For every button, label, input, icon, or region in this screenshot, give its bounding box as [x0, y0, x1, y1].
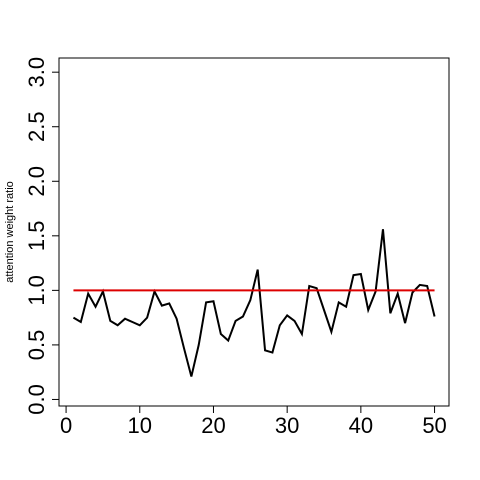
x-tick-label: 20	[201, 413, 225, 438]
y-tick-label: 1.0	[24, 275, 49, 306]
plot-box	[58, 57, 450, 407]
y-tick-label: 0.0	[24, 384, 49, 415]
y-tick-label: 2.0	[24, 166, 49, 197]
y-tick-label: 0.5	[24, 330, 49, 361]
x-tick-label: 10	[128, 413, 152, 438]
y-tick-label: 1.5	[24, 221, 49, 252]
line	[72, 229, 436, 377]
y-tick-label: 3.0	[24, 57, 49, 88]
x-tick-label: 40	[349, 413, 373, 438]
x-tick-label: 50	[422, 413, 446, 438]
x-tick-label: 30	[275, 413, 299, 438]
y-axis-label: attention weight ratio	[4, 181, 16, 283]
y-tick-label: 2.5	[24, 111, 49, 142]
x-tick-label: 0	[60, 413, 72, 438]
